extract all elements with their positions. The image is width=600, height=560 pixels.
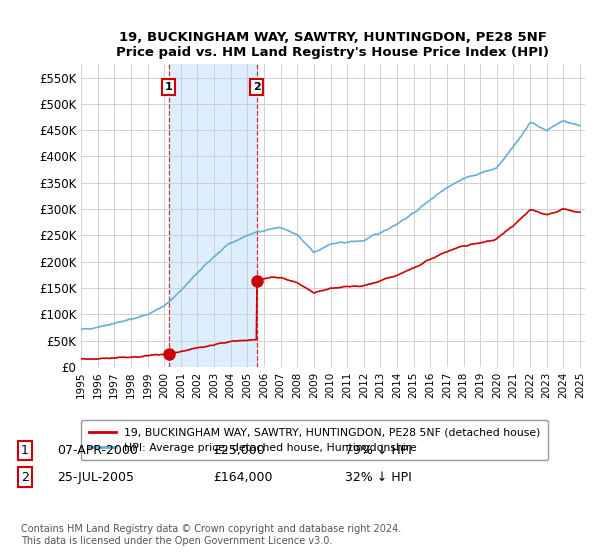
Text: 79% ↓ HPI: 79% ↓ HPI (345, 444, 412, 458)
Text: 2: 2 (21, 470, 29, 484)
Text: Contains HM Land Registry data © Crown copyright and database right 2024.
This d: Contains HM Land Registry data © Crown c… (21, 524, 401, 546)
Title: 19, BUCKINGHAM WAY, SAWTRY, HUNTINGDON, PE28 5NF
Price paid vs. HM Land Registry: 19, BUCKINGHAM WAY, SAWTRY, HUNTINGDON, … (116, 31, 550, 59)
Text: 25-JUL-2005: 25-JUL-2005 (57, 470, 134, 484)
Bar (169, 64, 257, 367)
Text: 32% ↓ HPI: 32% ↓ HPI (345, 470, 412, 484)
Text: £25,000: £25,000 (213, 444, 265, 458)
Text: 1: 1 (21, 444, 29, 458)
Legend: 19, BUCKINGHAM WAY, SAWTRY, HUNTINGDON, PE28 5NF (detached house), HPI: Average : 19, BUCKINGHAM WAY, SAWTRY, HUNTINGDON, … (81, 420, 548, 460)
Text: 2: 2 (253, 82, 260, 92)
Text: £164,000: £164,000 (213, 470, 272, 484)
Text: 1: 1 (165, 82, 173, 92)
Text: 07-APR-2000: 07-APR-2000 (57, 444, 138, 458)
